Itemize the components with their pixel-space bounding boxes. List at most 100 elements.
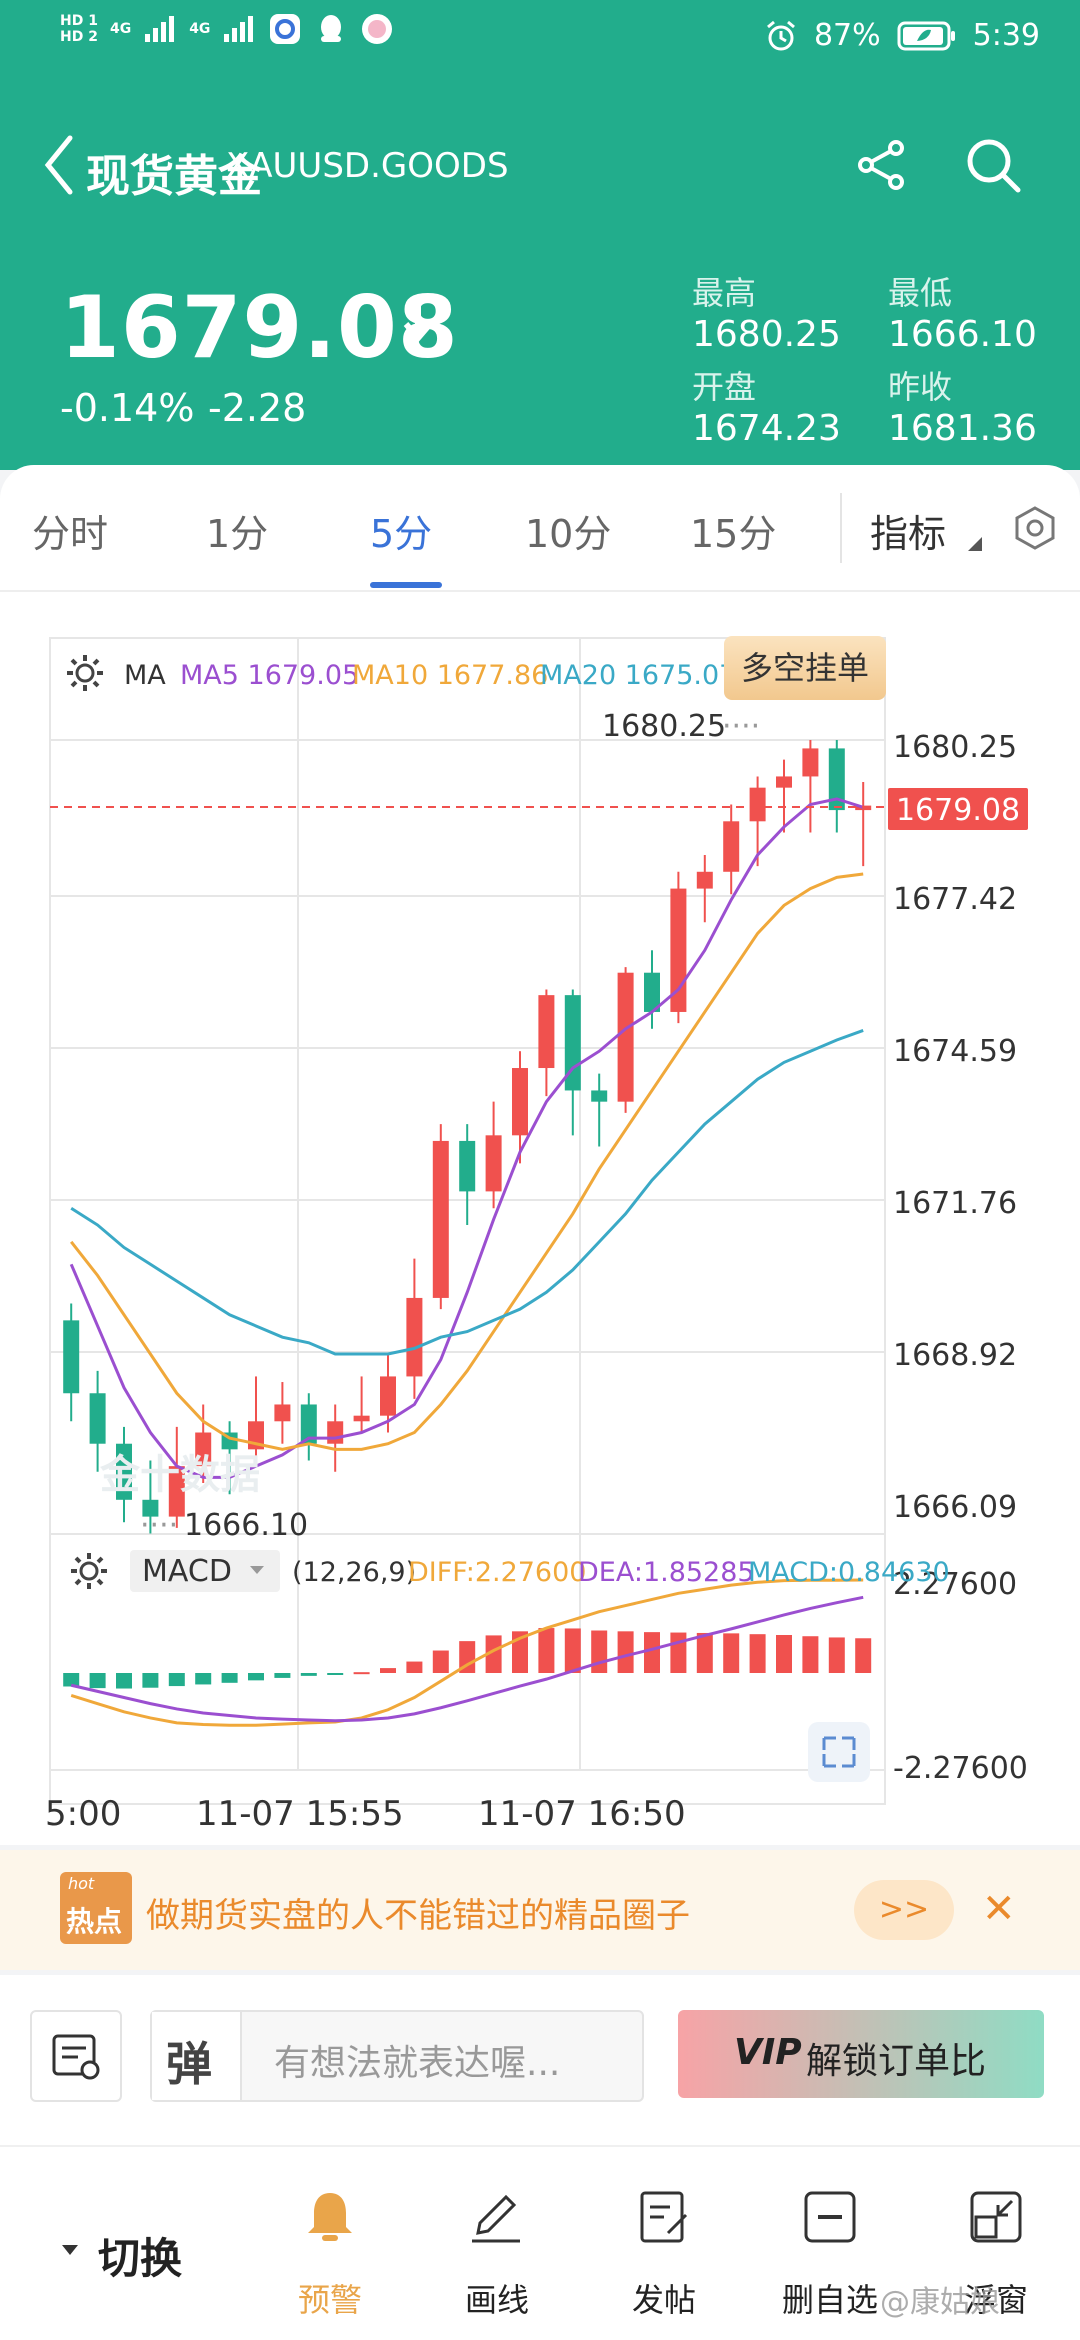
- comment-input[interactable]: 弹 有想法就表达喔...: [150, 2010, 644, 2102]
- macd-params: (12,26,9): [292, 1557, 417, 1588]
- macd-bar: [116, 1673, 132, 1689]
- macd-bar: [723, 1633, 740, 1673]
- y-tick-1: 1677.42: [893, 882, 1017, 917]
- vip-unlock-label: 解锁订单比: [806, 2041, 987, 2082]
- macd-bar: [195, 1673, 212, 1685]
- candle-body: [300, 1404, 317, 1444]
- macd-settings-gear-icon[interactable]: [68, 1550, 110, 1592]
- settings-hexagon-icon[interactable]: [1012, 505, 1058, 551]
- open-value: 1674.23: [692, 408, 841, 449]
- x-label-0: 5:00: [45, 1794, 121, 1834]
- order-button[interactable]: 多空挂单: [724, 636, 886, 700]
- candle-body: [432, 1140, 449, 1298]
- candle-body: [828, 748, 845, 811]
- nav-remove-watchlist-label[interactable]: 删自选: [781, 2281, 878, 2319]
- back-icon[interactable]: [40, 132, 80, 198]
- bullet-toggle[interactable]: 弹: [152, 2012, 242, 2100]
- candle-body: [696, 871, 713, 889]
- macd-bar: [274, 1673, 291, 1678]
- macd-legend: MACD:0.84630: [748, 1557, 950, 1588]
- news-button[interactable]: [30, 2010, 122, 2102]
- chart-card: 分时 1分 5分 10分 15分 指标: [0, 465, 1080, 1845]
- triangle-down-icon[interactable]: [966, 535, 984, 553]
- remove-watchlist-icon[interactable]: [800, 2187, 860, 2247]
- candle-body: [723, 821, 740, 872]
- fullscreen-button[interactable]: [808, 1722, 870, 1782]
- candle-body: [644, 972, 660, 1012]
- post-icon[interactable]: [634, 2187, 694, 2247]
- news-icon: [52, 2034, 100, 2080]
- signal-icon-2: [224, 16, 254, 42]
- alert-bell-icon[interactable]: [300, 2187, 360, 2247]
- banner-more-button[interactable]: >>: [854, 1880, 954, 1940]
- dea-line: [70, 1595, 864, 1723]
- macd-bar: [353, 1672, 370, 1675]
- qq-icon: [321, 15, 342, 42]
- switch-caret-icon[interactable]: [60, 2243, 80, 2257]
- candle-body: [485, 1135, 502, 1192]
- page-title: 现货黄金: [86, 151, 262, 202]
- last-price-tag-text: 1679.08: [896, 793, 1020, 828]
- candle-body: [327, 1421, 344, 1444]
- header: [0, 0, 1080, 470]
- nav-alert-label[interactable]: 预警: [297, 2281, 362, 2319]
- search-icon[interactable]: [964, 136, 1022, 194]
- x-label-2: 11-07 16:50: [478, 1794, 686, 1834]
- tab-5min[interactable]: 5分: [370, 512, 433, 556]
- symbol-code: XAUUSD.GOODS: [226, 146, 509, 186]
- promo-banner[interactable]: hot 热点 做期货实盘的人不能错过的精品圈子 >> ✕: [0, 1850, 1080, 1970]
- macd-bar: [485, 1635, 502, 1673]
- app-icon: [362, 14, 393, 44]
- draw-line-icon[interactable]: [466, 2187, 526, 2247]
- y-tick-4: 1668.92: [893, 1338, 1017, 1373]
- last-price-tag: [888, 788, 1028, 830]
- y-tick-3: 1671.76: [893, 1186, 1017, 1221]
- tab-15min[interactable]: 15分: [690, 512, 777, 556]
- low-price-label: 1666.10: [184, 1508, 308, 1543]
- change-percent: -0.14%: [60, 386, 195, 430]
- macd-bar: [89, 1673, 106, 1689]
- nav-draw-label[interactable]: 画线: [464, 2281, 529, 2319]
- nav-post-label[interactable]: 发帖: [631, 2281, 696, 2319]
- candle-body: [353, 1415, 370, 1422]
- macd-tick-top: 2.27600: [893, 1567, 1017, 1602]
- tab-time-sharing[interactable]: 分时: [32, 512, 109, 556]
- macd-bar: [855, 1638, 872, 1673]
- bottom-area: 弹 有想法就表达喔... VIP 解锁订单比 切换 预警 画线 发帖 删自选 浮…: [0, 1975, 1080, 2340]
- macd-bar: [300, 1673, 317, 1676]
- current-price: 1679.08: [60, 278, 459, 378]
- hd1-indicator: HD 1: [60, 13, 98, 29]
- diff-line: [70, 1578, 864, 1727]
- macd-bar: [142, 1673, 159, 1688]
- macd-selector[interactable]: MACD: [130, 1550, 280, 1592]
- alarm-icon: [766, 20, 795, 50]
- macd-bar: [591, 1630, 608, 1673]
- bottom-divider: [0, 2145, 1080, 2147]
- candlestick-chart[interactable]: 1679.08 1680.25 1677.42 1674.59 1671.76 …: [0, 600, 1080, 1850]
- float-window-icon[interactable]: [966, 2187, 1026, 2247]
- banner-close-button[interactable]: ✕: [982, 1886, 1016, 1932]
- candle-body: [63, 1320, 80, 1394]
- tab-indicators[interactable]: 指标: [870, 512, 947, 556]
- macd-bar: [221, 1673, 238, 1683]
- signal-label-1: 4G: [109, 21, 132, 37]
- nav-float-window-label[interactable]: 浮窗: [963, 2281, 1028, 2319]
- share-icon[interactable]: [856, 138, 910, 192]
- arrow-down-icon: [403, 304, 433, 343]
- tab-1min[interactable]: 1分: [206, 512, 269, 556]
- tab-10min[interactable]: 10分: [525, 512, 612, 556]
- macd-bar: [644, 1632, 660, 1673]
- clock: 5:39: [972, 18, 1040, 53]
- macd-bar: [617, 1631, 634, 1673]
- ma-settings-gear-icon[interactable]: [64, 652, 106, 694]
- dea-legend: DEA:1.85285: [578, 1557, 755, 1588]
- watermark-text: @康姑娘: [880, 2285, 1000, 2320]
- change-amount: -2.28: [208, 386, 307, 430]
- switch-button[interactable]: 切换: [98, 2234, 183, 2283]
- hot-badge-top: hot: [68, 1874, 95, 1893]
- candle-body: [168, 1466, 185, 1517]
- candle-body: [89, 1393, 106, 1444]
- status-bar: HD 1 HD 2 4G 4G 87% 5:39: [0, 0, 1080, 80]
- vip-unlock-button[interactable]: VIP 解锁订单比: [678, 2010, 1044, 2098]
- vip-badge: VIP: [734, 2032, 802, 2073]
